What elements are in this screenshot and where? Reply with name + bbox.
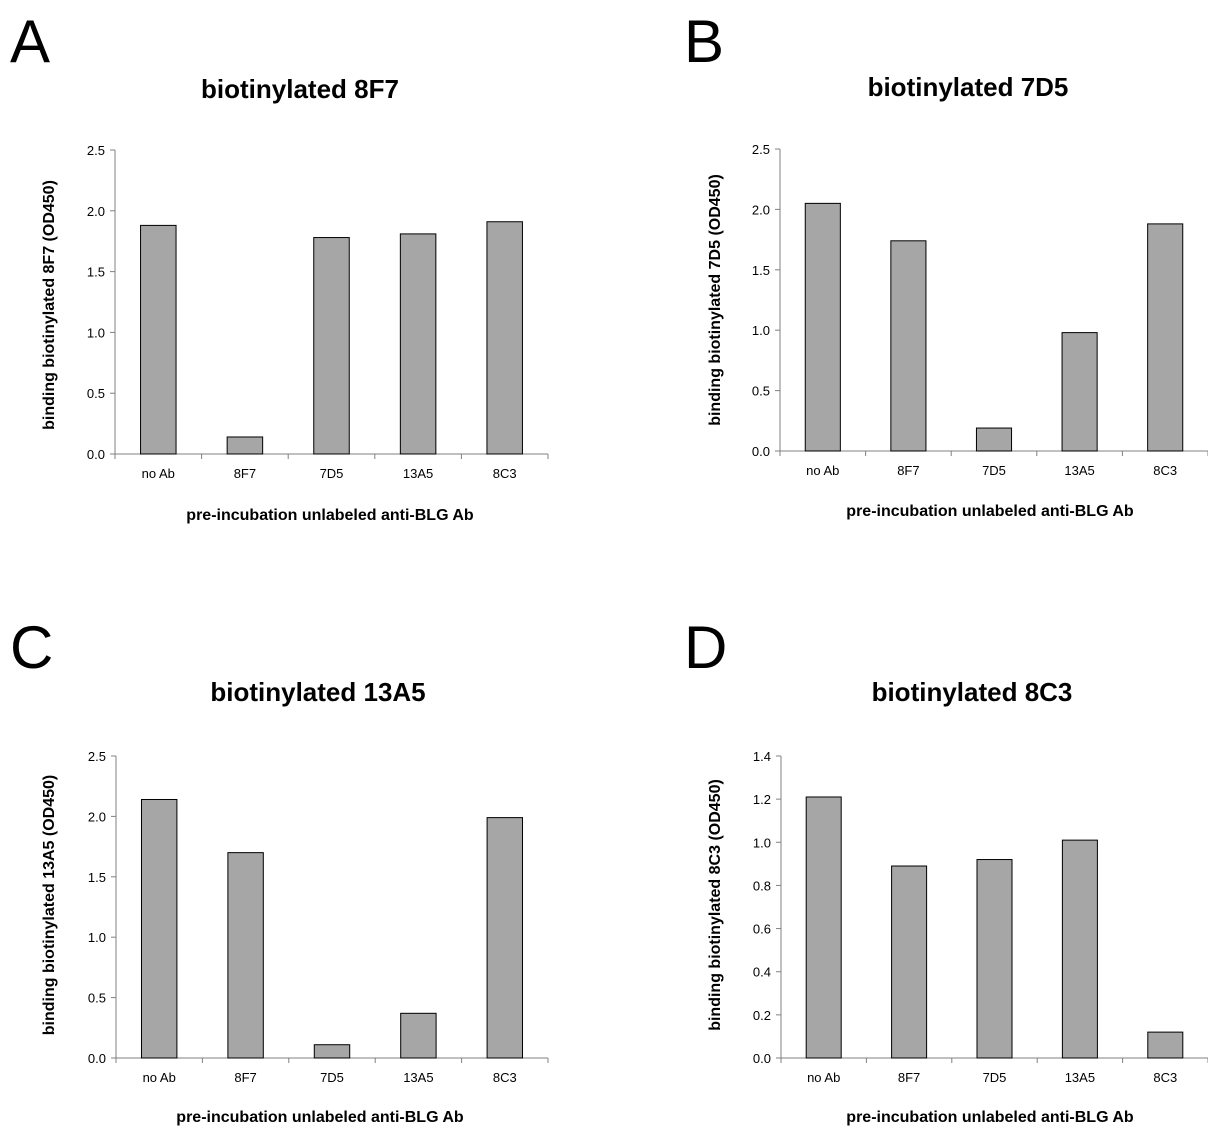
x-tick-label: no Ab [143,1070,176,1085]
bar [890,240,927,452]
chart-panel-b: B biotinylated 7D5 binding biotinylated … [684,8,1208,520]
bar [804,202,841,452]
x-tick-label: 7D5 [982,463,1006,478]
y-tick-label: 2.5 [752,142,770,157]
y-tick-label: 1.5 [752,263,770,278]
y-tick-label: 0.5 [87,386,105,401]
bar [400,1012,437,1059]
bar [313,1044,351,1059]
y-tick-label: 2.5 [87,143,105,158]
y-tick-label: 0.0 [753,1051,771,1066]
bar [805,796,842,1059]
x-axis-label: pre-incubation unlabeled anti-BLG Ab [846,503,1134,520]
y-tick-label: 1.0 [753,835,771,850]
bar [1061,839,1098,1059]
chart-title: biotinylated 8C3 [872,677,1073,707]
y-tick-label: 2.0 [752,202,770,217]
x-tick-label: 13A5 [1064,463,1094,478]
plot-area: 0.0 0.2 0.4 0.6 0.8 1.0 1.2 1.4 no Ab 8F7 7D5 13A5 8… [753,749,1208,1085]
x-tick-label: 7D5 [320,466,344,481]
bar [891,865,928,1059]
chart-panel-a: A biotinylated 8F7 binding biotinylated … [10,8,549,524]
y-tick-label: 0.0 [752,444,770,459]
x-tick-label: 8F7 [234,466,256,481]
bar [1147,223,1184,452]
bar [226,436,264,455]
bar [1147,1031,1184,1059]
chart-panel-c: C biotinylated 13A5 binding biotinylated… [10,614,549,1126]
x-tick-label: 8F7 [897,463,919,478]
chart-title: biotinylated 7D5 [868,72,1069,102]
y-tick-label: 1.4 [753,749,771,764]
bar [140,798,178,1059]
y-tick-label: 0.4 [753,965,771,980]
x-tick-label: 13A5 [403,1070,433,1085]
y-tick-label: 2.0 [87,204,105,219]
y-tick-label: 0.6 [753,922,771,937]
y-tick-label: 1.0 [752,323,770,338]
y-tick-label: 1.0 [88,930,106,945]
y-tick-label: 1.2 [753,792,771,807]
bar [399,233,437,455]
bar [1061,332,1098,452]
x-tick-label: 7D5 [983,1070,1007,1085]
y-tick-label: 0.0 [88,1051,106,1066]
x-tick-label: 8F7 [898,1070,920,1085]
y-tick-label: 2.5 [88,749,106,764]
panel-letter-a: A [10,8,50,75]
x-axis-label: pre-incubation unlabeled anti-BLG Ab [176,1109,464,1126]
y-axis-label: binding biotinylated 8F7 (OD450) [41,180,58,430]
bar [313,237,350,455]
y-tick-label: 0.2 [753,1008,771,1023]
panel-letter-b: B [684,8,724,75]
bar [975,427,1013,452]
bar [976,859,1013,1059]
x-tick-label: no Ab [142,466,175,481]
y-axis-label: binding biotinylated 7D5 (OD450) [707,174,724,426]
bar [227,852,264,1059]
chart-title: biotinylated 13A5 [210,677,425,707]
x-tick-label: no Ab [807,1070,840,1085]
plot-area: 0.0 0.5 1.0 1.5 2.0 2.5 no Ab 8F7 7D5 13A5 8C3 [752,142,1208,478]
y-tick-label: 1.5 [88,870,106,885]
y-axis-label: binding biotinylated 8C3 (OD450) [707,779,724,1031]
bar [486,221,523,455]
plot-area: 0.0 0.5 1.0 1.5 2.0 2.5 no Ab 8F7 7D5 13A5 8C3 [87,143,549,481]
x-tick-label: no Ab [806,463,839,478]
x-tick-label: 8C3 [1153,1070,1177,1085]
chart-panel-d: D biotinylated 8C3 binding biotinylated … [684,614,1208,1126]
panel-letter-d: D [684,614,727,681]
y-tick-label: 0.8 [753,878,771,893]
x-tick-label: 13A5 [1065,1070,1095,1085]
y-tick-label: 0.5 [88,991,106,1006]
bar [140,224,177,455]
y-tick-label: 0.5 [752,384,770,399]
bar [486,817,524,1059]
x-tick-label: 13A5 [403,466,433,481]
x-axis-label: pre-incubation unlabeled anti-BLG Ab [846,1109,1134,1126]
chart-title: biotinylated 8F7 [201,74,399,104]
x-tick-label: 8C3 [1153,463,1177,478]
y-tick-label: 1.0 [87,325,105,340]
y-axis-label: binding biotinylated 13A5 (OD450) [41,775,58,1035]
x-axis-label: pre-incubation unlabeled anti-BLG Ab [186,507,474,524]
panel-letter-c: C [10,614,53,681]
x-tick-label: 8F7 [234,1070,256,1085]
x-tick-label: 8C3 [493,1070,517,1085]
plot-area: 0.0 0.5 1.0 1.5 2.0 2.5 no Ab 8F7 7D5 13A5 8C3 [88,749,549,1085]
y-tick-label: 2.0 [88,809,106,824]
y-tick-label: 0.0 [87,447,105,462]
y-tick-label: 1.5 [87,265,105,280]
x-tick-label: 8C3 [493,466,517,481]
x-tick-label: 7D5 [320,1070,344,1085]
